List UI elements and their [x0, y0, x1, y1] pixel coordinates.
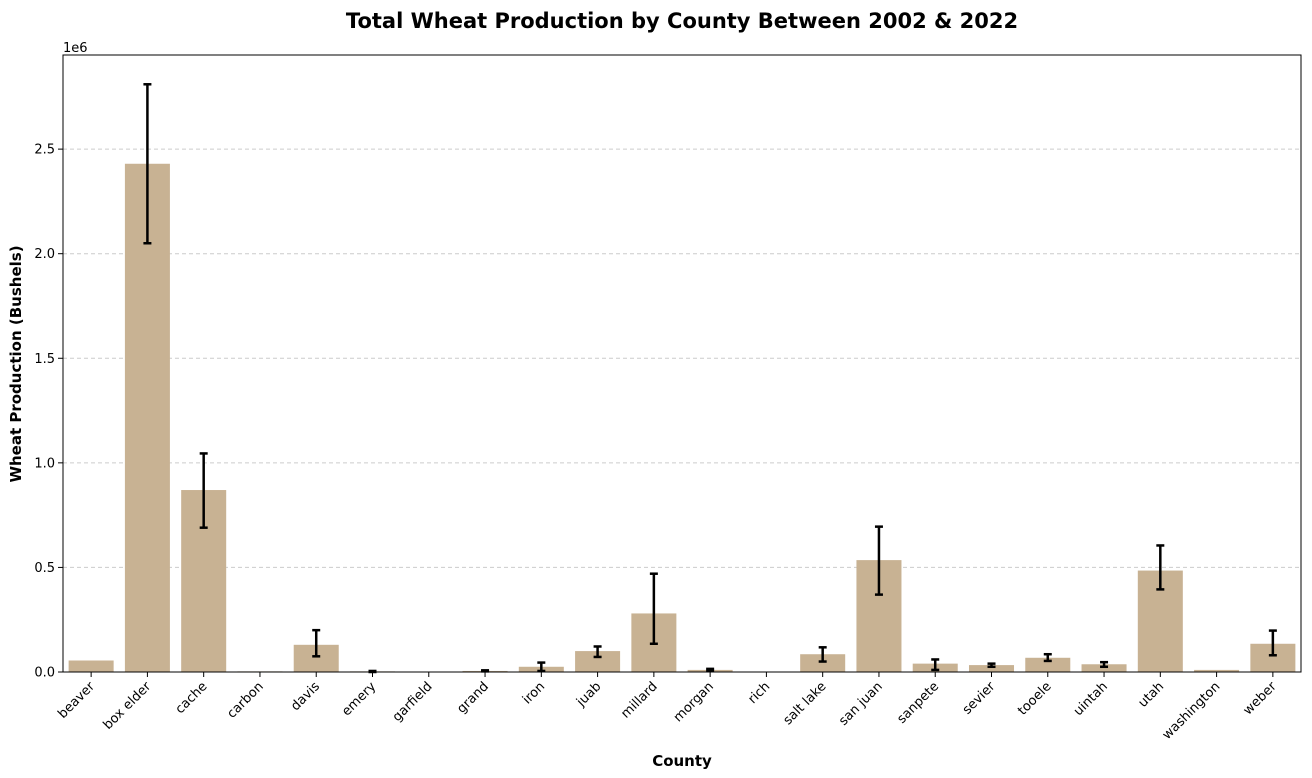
chart-title: Total Wheat Production by County Between…	[346, 9, 1018, 33]
error-bar-salt-lake	[818, 646, 827, 663]
x-tick-label: davis	[288, 679, 323, 714]
x-tick-label: weber	[1241, 679, 1281, 719]
y-tick-label: 2.5	[34, 143, 55, 158]
bar-washington	[1194, 669, 1240, 672]
error-bar-tooele	[1043, 652, 1052, 663]
error-bar-san-juan	[874, 525, 883, 596]
error-bar-davis	[312, 628, 321, 658]
error-bar-sanpete	[931, 658, 940, 672]
error-bars	[143, 83, 1277, 674]
x-tick-label: carbon	[224, 679, 266, 721]
x-tick-label: box elder	[101, 679, 155, 733]
bar-salt-lake	[800, 654, 846, 672]
bars	[68, 163, 1296, 672]
y-axis-ticks: 0.0 0.5 1.0 1.5 2.0 2.5	[34, 143, 63, 681]
error-bar-weber	[1268, 629, 1277, 657]
error-bar-juab	[593, 645, 602, 659]
bar-beaver	[68, 660, 114, 672]
x-tick-label: san juan	[836, 679, 886, 729]
error-bar-box-elder	[143, 83, 152, 245]
x-tick-label: iron	[520, 679, 548, 707]
x-tick-label: rich	[745, 679, 773, 707]
error-bar-iron	[537, 661, 546, 673]
x-tick-label: beaver	[55, 679, 98, 722]
bar-juab	[575, 651, 621, 672]
x-axis-ticks: beaver box elder cache carbon davis emery garf…	[55, 672, 1280, 743]
y-axis-title: Wheat Production (Bushels)	[7, 245, 25, 482]
x-tick-label: sevier	[960, 679, 999, 718]
y-axis-offset-label: 1e6	[63, 41, 88, 56]
bar-box-elder	[124, 163, 170, 672]
error-bar-sevier	[987, 662, 996, 669]
x-axis-title: County	[652, 752, 712, 770]
x-tick-label: juab	[573, 679, 604, 710]
y-tick-label: 1.5	[34, 352, 55, 367]
error-bar-millard	[649, 572, 658, 646]
x-tick-label: washington	[1160, 679, 1224, 743]
bar-sevier	[968, 665, 1015, 672]
x-tick-label: millard	[618, 679, 660, 721]
y-tick-label: 0.0	[34, 666, 55, 681]
bar-tooele	[1025, 657, 1071, 672]
error-bar-utah	[1156, 544, 1165, 591]
x-tick-label: sanpete	[894, 679, 942, 727]
x-tick-label: grand	[454, 679, 492, 717]
x-tick-label: uintah	[1071, 679, 1111, 719]
x-tick-label: morgan	[671, 679, 717, 725]
gridlines	[63, 148, 1301, 568]
error-bar-morgan	[706, 667, 715, 673]
x-tick-label: tooele	[1015, 679, 1054, 718]
y-tick-label: 2.0	[34, 247, 55, 262]
x-tick-label: cache	[173, 679, 211, 717]
y-tick-label: 0.5	[34, 561, 55, 576]
bar-uintah	[1081, 664, 1127, 672]
error-bar-cache	[199, 452, 208, 529]
error-bar-uintah	[1100, 660, 1109, 669]
x-tick-label: emery	[339, 679, 379, 719]
error-bar-grand	[481, 669, 490, 673]
x-tick-label: garfield	[390, 679, 436, 725]
x-tick-label: utah	[1136, 679, 1167, 710]
x-tick-label: salt lake	[781, 679, 830, 728]
y-tick-label: 1.0	[34, 456, 55, 471]
plot-frame	[62, 54, 1302, 673]
